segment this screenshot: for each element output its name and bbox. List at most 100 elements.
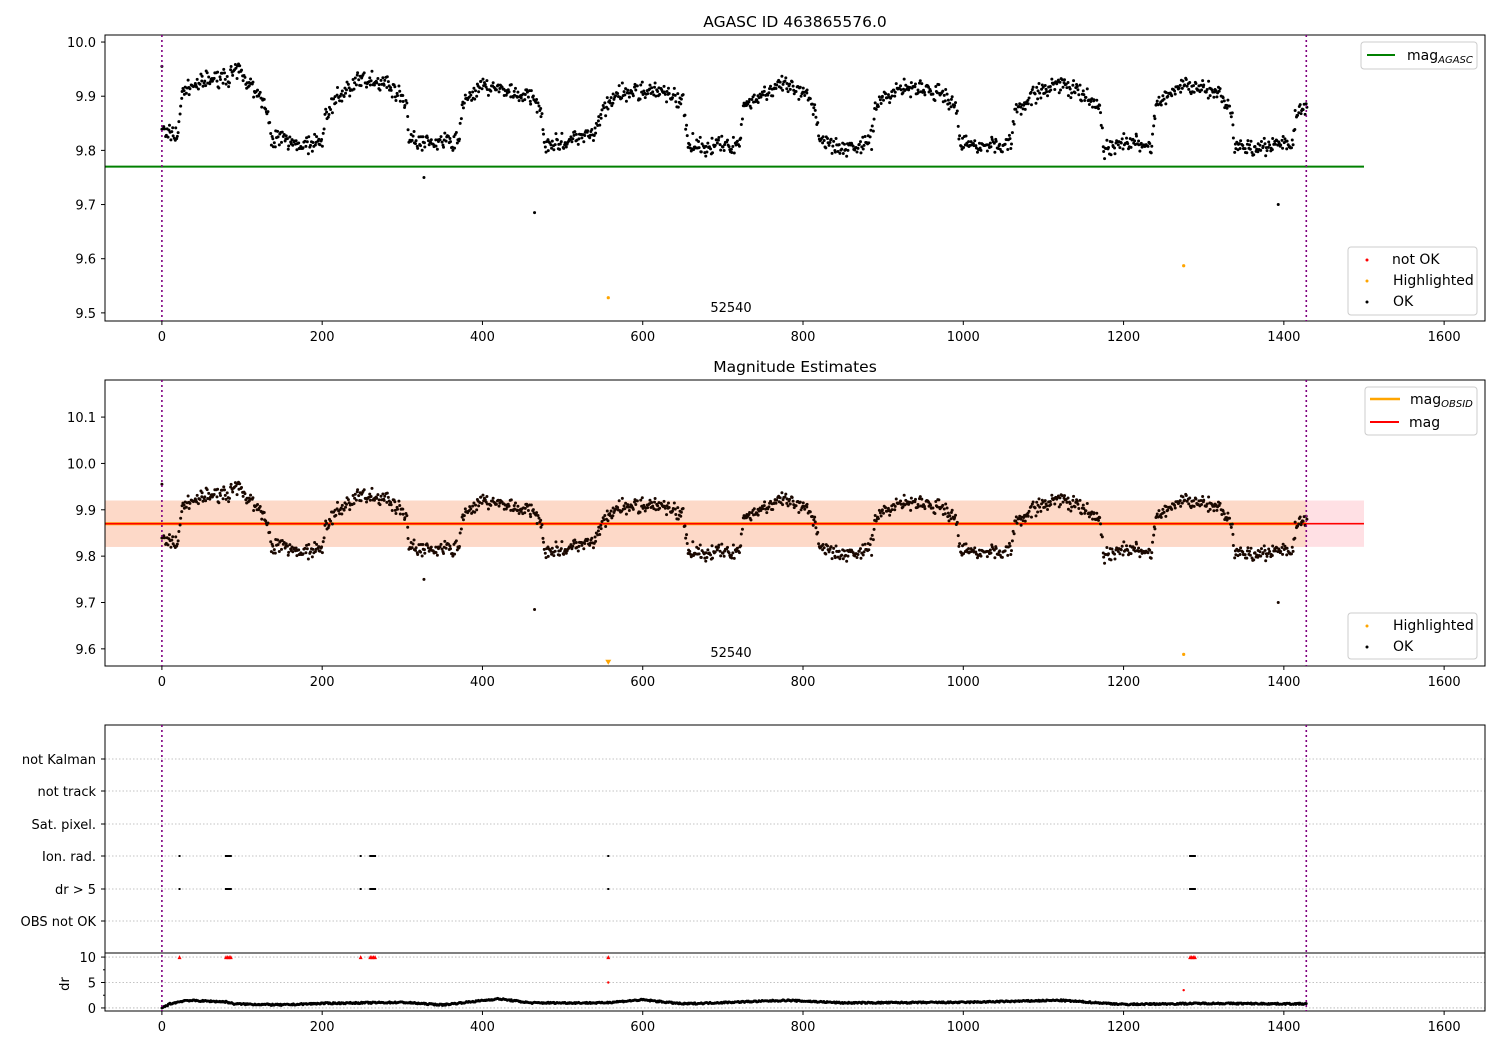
data-point — [542, 140, 546, 144]
data-point — [962, 552, 966, 556]
data-point — [616, 506, 620, 510]
data-point — [311, 141, 315, 145]
data-point — [1249, 139, 1253, 143]
data-point — [439, 135, 443, 139]
data-point — [221, 81, 225, 85]
data-point — [662, 499, 666, 503]
data-point — [315, 135, 319, 139]
data-point — [1073, 505, 1077, 509]
data-point — [1011, 529, 1015, 533]
data-point — [1206, 509, 1210, 513]
data-point — [422, 141, 426, 145]
data-point — [1200, 88, 1204, 92]
data-point — [1246, 139, 1250, 143]
data-point — [1265, 149, 1269, 153]
data-point — [368, 492, 372, 496]
data-point — [1248, 553, 1252, 557]
data-point — [457, 544, 461, 548]
data-point — [1080, 99, 1084, 103]
data-point — [1246, 546, 1250, 550]
data-point — [1066, 496, 1070, 500]
data-point — [731, 135, 735, 139]
flag-point — [228, 888, 231, 890]
data-point — [799, 508, 803, 512]
data-point — [1022, 103, 1026, 107]
data-point — [788, 82, 792, 86]
data-point — [1298, 103, 1302, 107]
data-point — [1239, 139, 1243, 143]
data-point — [593, 126, 597, 130]
data-point — [177, 120, 181, 124]
data-point — [489, 89, 493, 93]
data-point — [451, 148, 455, 152]
data-point — [1215, 508, 1219, 512]
data-point — [422, 548, 426, 552]
data-point — [902, 493, 906, 497]
data-point — [216, 70, 220, 74]
data-point — [1150, 144, 1154, 148]
data-point — [790, 496, 794, 500]
data-point — [943, 99, 947, 103]
y-tick-label: 9.8 — [75, 550, 96, 565]
data-point — [320, 138, 324, 142]
data-point — [459, 527, 463, 531]
data-point — [1059, 88, 1063, 92]
highlighted-point — [606, 296, 610, 300]
data-point — [429, 138, 433, 142]
data-point — [1273, 142, 1277, 146]
flag-point — [372, 855, 375, 857]
data-point — [1066, 80, 1070, 84]
data-point — [1291, 143, 1295, 147]
data-point — [882, 98, 886, 102]
data-point — [573, 538, 577, 542]
data-point — [216, 487, 220, 491]
data-point — [442, 551, 446, 555]
data-point — [1087, 515, 1091, 519]
data-point — [1116, 549, 1120, 553]
data-point — [588, 133, 592, 137]
data-point — [1181, 495, 1185, 499]
data-point — [285, 544, 289, 548]
data-point — [1048, 499, 1052, 503]
data-point — [709, 553, 713, 557]
data-point — [1085, 87, 1089, 91]
data-point — [523, 506, 527, 510]
data-point — [855, 150, 859, 154]
data-point — [688, 549, 692, 553]
data-point — [893, 504, 897, 508]
data-point — [688, 143, 692, 147]
data-point — [344, 502, 348, 506]
data-point — [593, 535, 597, 539]
flag-point — [178, 888, 181, 890]
data-point — [859, 556, 863, 560]
x-tick-label: 1600 — [1428, 675, 1461, 690]
data-point — [774, 501, 778, 505]
data-point — [452, 135, 456, 139]
flag-point — [1189, 855, 1192, 857]
data-point — [705, 150, 709, 154]
data-point — [477, 504, 481, 508]
data-point — [1159, 515, 1163, 519]
data-point — [950, 95, 954, 99]
y-tick-label: 0 — [88, 1002, 96, 1017]
data-point — [946, 98, 950, 102]
dr-point — [1304, 1002, 1308, 1005]
data-point — [1033, 506, 1037, 510]
data-point — [810, 102, 814, 106]
data-point — [359, 499, 363, 503]
data-point — [539, 115, 543, 119]
data-point — [167, 128, 171, 132]
data-point — [1271, 137, 1275, 141]
data-point — [622, 504, 626, 508]
data-point — [460, 103, 464, 107]
data-point — [198, 498, 202, 502]
data-point — [243, 75, 247, 79]
data-point — [1199, 498, 1203, 502]
data-point — [1109, 153, 1113, 157]
data-point — [1102, 150, 1106, 154]
data-point — [329, 107, 333, 111]
data-point — [705, 556, 709, 560]
data-point — [1068, 87, 1072, 91]
x-tick-label: 400 — [470, 1020, 495, 1035]
data-point — [691, 540, 695, 544]
